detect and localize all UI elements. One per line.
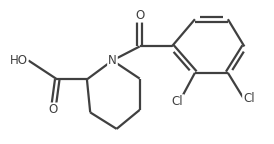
Text: HO: HO [10,54,28,67]
Text: O: O [48,103,58,116]
Text: Cl: Cl [243,92,255,105]
Text: Cl: Cl [172,95,183,108]
Text: N: N [108,54,117,67]
Text: O: O [135,9,144,22]
